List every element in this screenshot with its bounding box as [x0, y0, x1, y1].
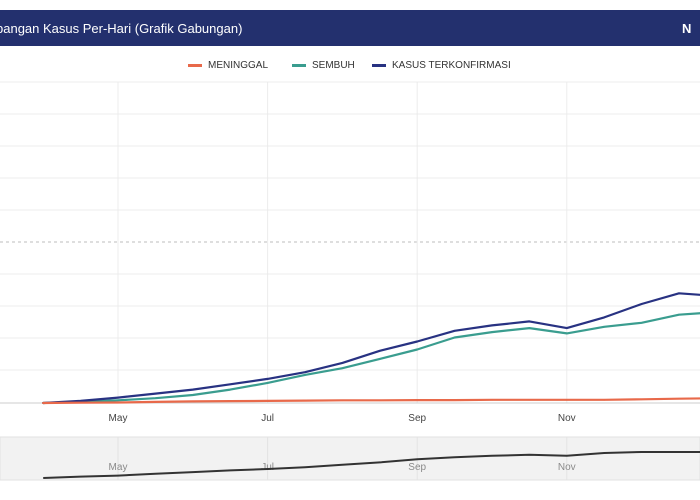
legend-label-sembuh: SEMBUH [312, 60, 355, 71]
point-terkonfirmasi [341, 362, 344, 364]
point-terkonfirmasi [640, 303, 643, 305]
point-sembuh [117, 399, 119, 402]
point-meninggal [453, 399, 456, 401]
navigator-tick-label: Jul [261, 462, 274, 473]
point-meninggal [640, 398, 643, 401]
point-sembuh [528, 327, 531, 329]
point-meninggal [79, 401, 82, 404]
x-tick-label: Jul [261, 413, 274, 424]
point-terkonfirmasi [266, 378, 269, 380]
point-sembuh [379, 358, 381, 360]
header-right-text: N [682, 21, 692, 36]
chart-legend: MENINGGAL SEMBUH KASUS TERKONFIRMASI [0, 60, 700, 76]
point-terkonfirmasi [154, 392, 157, 395]
navigator-tick-label: May [109, 462, 128, 473]
point-terkonfirmasi [304, 371, 306, 374]
x-tick-label: Nov [558, 413, 576, 424]
point-meninggal [491, 399, 493, 401]
point-terkonfirmasi [603, 316, 605, 319]
point-meninggal [117, 401, 119, 404]
point-terkonfirmasi [566, 327, 568, 329]
point-terkonfirmasi [416, 340, 419, 343]
navigator-series-line [43, 451, 700, 479]
point-meninggal [379, 399, 381, 402]
point-meninggal [341, 399, 344, 402]
legend-label-terkonfirmasi: KASUS TERKONFIRMASI [392, 60, 511, 71]
point-terkonfirmasi [379, 350, 381, 352]
point-sembuh [192, 394, 194, 396]
point-sembuh [416, 348, 419, 351]
point-meninggal [192, 400, 194, 403]
point-meninggal [678, 397, 680, 400]
point-sembuh [640, 322, 643, 324]
point-sembuh [603, 326, 605, 328]
point-terkonfirmasi [453, 330, 456, 332]
point-meninggal [154, 401, 157, 403]
point-meninggal [42, 402, 44, 404]
legend-label-meninggal: MENINGGAL [208, 60, 269, 71]
point-sembuh [491, 331, 493, 333]
x-tick-label: Sep [408, 413, 426, 424]
legend-swatch-terkonfirmasi [372, 64, 386, 67]
point-terkonfirmasi [678, 292, 680, 295]
point-terkonfirmasi [79, 400, 82, 402]
legend-item-sembuh[interactable]: SEMBUH [292, 60, 355, 71]
chart-title: bangan Kasus Per-Hari (Grafik Gabungan) [0, 21, 243, 36]
point-terkonfirmasi [192, 388, 194, 391]
point-terkonfirmasi [491, 324, 493, 327]
point-meninggal [304, 399, 306, 402]
legend-swatch-meninggal [188, 64, 202, 67]
series-line-terkonfirmasi [42, 292, 700, 405]
chart-header: bangan Kasus Per-Hari (Grafik Gabungan) … [0, 10, 700, 46]
point-sembuh [154, 397, 157, 400]
legend-item-terkonfirmasi[interactable]: KASUS TERKONFIRMASI [372, 60, 511, 71]
navigator-background [0, 436, 700, 481]
point-meninggal [528, 399, 531, 401]
navigator-tick-label: Sep [408, 462, 426, 473]
point-sembuh [341, 367, 344, 370]
point-sembuh [566, 332, 568, 335]
point-meninggal [566, 399, 568, 401]
series-line-sembuh [42, 312, 700, 405]
navigator-tick-label: Nov [558, 462, 576, 473]
point-sembuh [678, 313, 680, 316]
point-sembuh [229, 388, 231, 391]
point-sembuh [453, 336, 456, 339]
x-tick-label: May [109, 413, 128, 424]
point-meninggal [229, 400, 231, 402]
legend-item-meninggal[interactable]: MENINGGAL [188, 60, 268, 71]
point-meninggal [266, 400, 269, 402]
point-terkonfirmasi [528, 320, 531, 323]
point-terkonfirmasi [229, 383, 231, 386]
legend-swatch-sembuh [292, 64, 306, 67]
point-terkonfirmasi [117, 396, 119, 399]
point-sembuh [304, 374, 306, 376]
point-sembuh [266, 382, 269, 384]
point-meninggal [416, 399, 419, 401]
point-meninggal [603, 399, 605, 401]
